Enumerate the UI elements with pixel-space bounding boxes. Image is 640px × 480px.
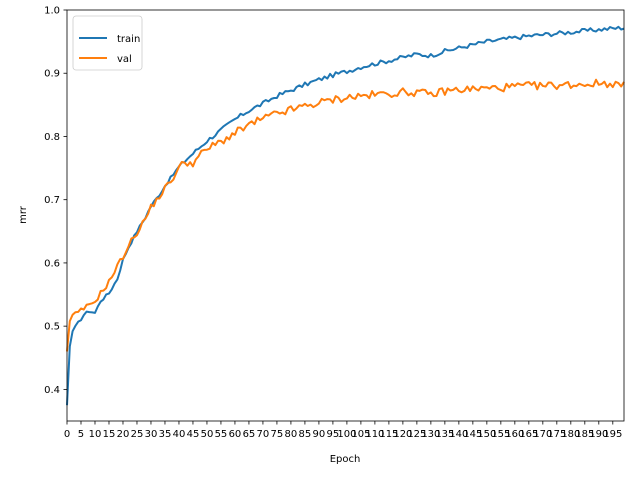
y-tick-label: 0.4 [44,385,60,396]
x-tick-label: 195 [603,429,622,440]
x-tick-label: 85 [299,429,312,440]
x-tick-label: 65 [243,429,256,440]
y-tick-label: 0.7 [44,195,60,206]
x-tick-label: 30 [145,429,158,440]
x-tick-label: 5 [78,429,84,440]
x-tick-label: 45 [187,429,200,440]
y-tick-label: 0.8 [44,132,60,143]
x-tick-label: 0 [64,429,70,440]
y-tick-label: 0.5 [44,322,60,333]
x-tick-label: 90 [313,429,326,440]
x-tick-label: 35 [159,429,172,440]
y-axis-label: mrr [18,205,29,224]
y-tick-label: 0.6 [44,258,60,269]
x-tick-label: 50 [201,429,214,440]
x-tick-label: 10 [89,429,102,440]
plot-area [67,10,624,421]
x-tick-label: 80 [285,429,298,440]
x-tick-label: 40 [173,429,186,440]
x-tick-label: 20 [117,429,130,440]
legend-label-train: train [117,34,140,45]
x-tick-label: 55 [215,429,228,440]
x-tick-label: 75 [271,429,284,440]
y-tick-label: 1.0 [44,6,60,17]
y-tick-label: 0.9 [44,69,60,80]
x-tick-label: 15 [103,429,116,440]
x-tick-label: 25 [131,429,144,440]
x-tick-label: 70 [257,429,270,440]
legend-label-val: val [117,54,132,65]
legend: train val [73,16,142,70]
x-axis-label: Epoch [330,454,361,465]
x-tick-label: 60 [229,429,242,440]
